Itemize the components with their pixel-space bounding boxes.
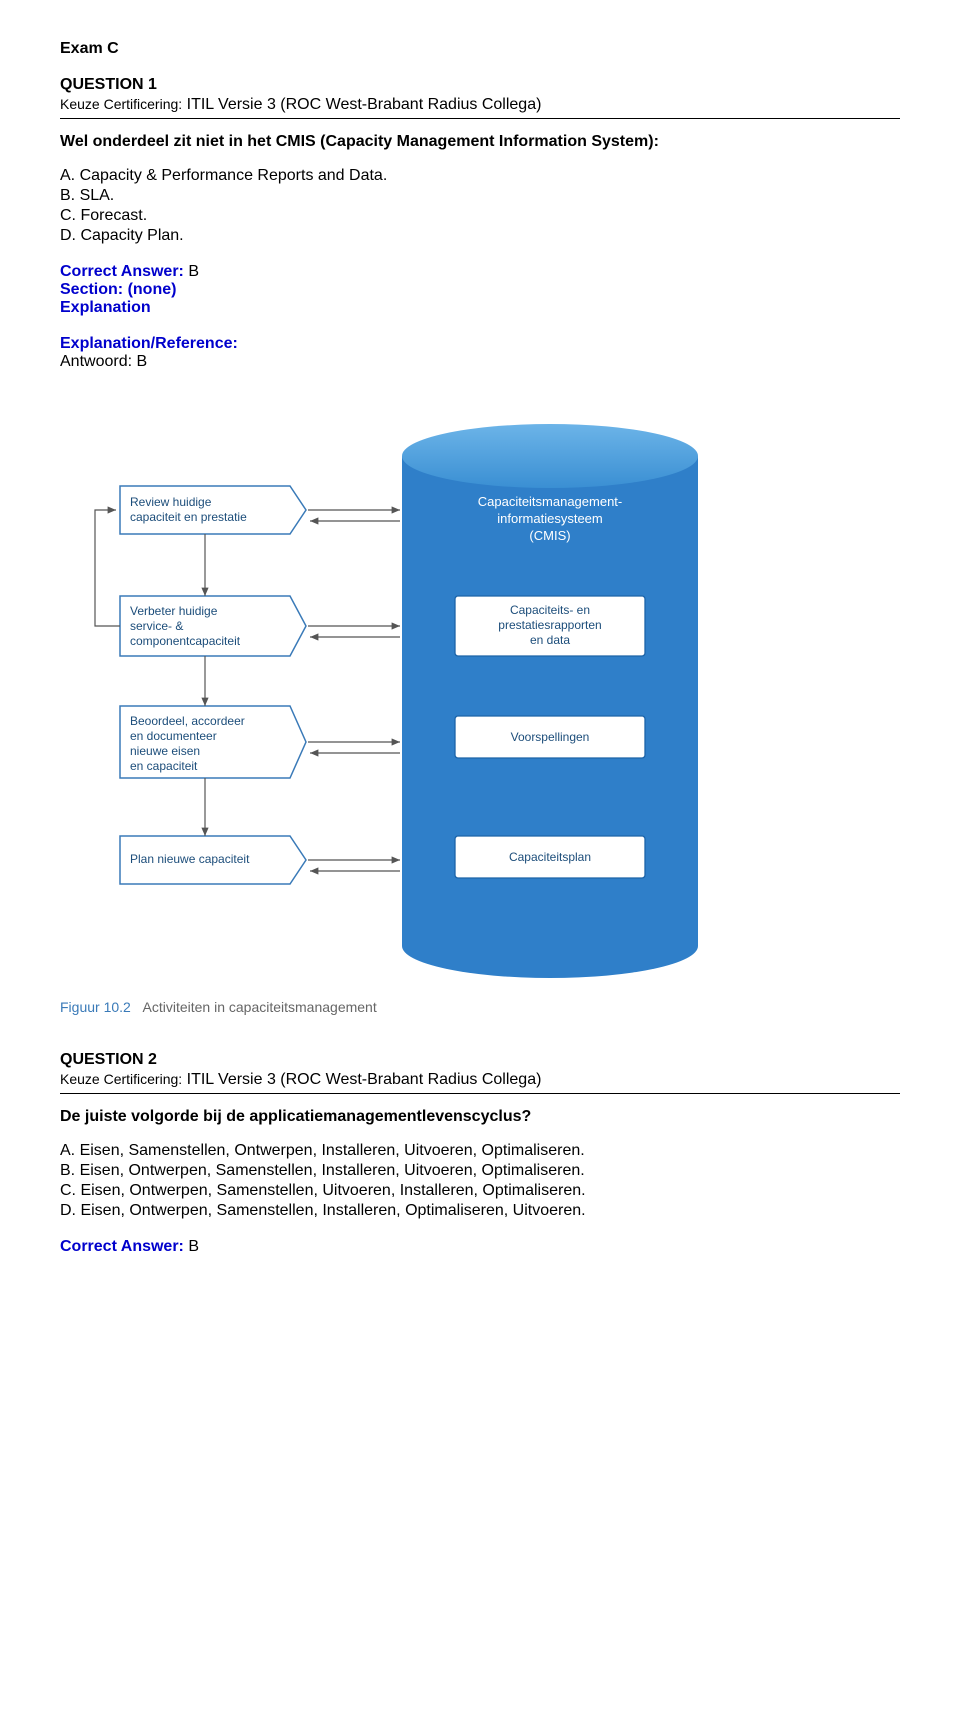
q1-answer-block: Correct Answer: B Section: (none) Explan… — [60, 263, 900, 371]
q2-answer-block: Correct Answer: B — [60, 1238, 900, 1256]
q2-options: A. Eisen, Samenstellen, Ontwerpen, Insta… — [60, 1142, 900, 1220]
q1-cert-value: ITIL Versie 3 (ROC West-Brabant Radius C… — [187, 96, 542, 113]
figure-caption: Figuur 10.2 Activiteiten in capaciteitsm… — [60, 999, 900, 1015]
process-box-2: Verbeter huidige service- & componentcap… — [120, 596, 306, 656]
figure-number: Figuur 10.2 — [60, 999, 131, 1015]
figure-caption-text: Activiteiten in capaciteitsmanagement — [143, 999, 377, 1015]
q2-divider — [60, 1093, 900, 1094]
q2-cert-line: Keuze Certificering: ITIL Versie 3 (ROC … — [60, 1071, 900, 1089]
q1-correct-answer-label: Correct Answer: — [60, 263, 184, 280]
exam-title: Exam C — [60, 40, 900, 58]
q1-option-a: A. Capacity & Performance Reports and Da… — [60, 167, 900, 185]
cylinder: Capaciteitsmanagement- informatiesysteem… — [402, 424, 698, 978]
cmis-diagram: Capaciteitsmanagement- informatiesysteem… — [60, 391, 900, 1015]
svg-text:componentcapaciteit: componentcapaciteit — [130, 634, 241, 648]
cylinder-title-line2: informatiesysteem — [497, 511, 602, 526]
svg-text:en capaciteit: en capaciteit — [130, 759, 198, 773]
svg-text:capaciteit en prestatie: capaciteit en prestatie — [130, 510, 247, 524]
q2-header: QUESTION 2 — [60, 1051, 900, 1069]
svg-text:Review huidige: Review huidige — [130, 495, 212, 509]
q2-correct-answer-value: B — [188, 1238, 199, 1255]
q1-header: QUESTION 1 — [60, 76, 900, 94]
q1-option-c: C. Forecast. — [60, 207, 900, 225]
svg-text:Beoordeel, accordeer: Beoordeel, accordeer — [130, 714, 245, 728]
q2-correct-answer-label: Correct Answer: — [60, 1238, 184, 1255]
process-box-4: Plan nieuwe capaciteit — [120, 836, 306, 884]
q1-cert-label: Keuze Certificering: — [60, 96, 182, 112]
q1-section-label: Section: (none) — [60, 281, 900, 299]
q1-correct-answer-value: B — [188, 263, 199, 280]
q1-option-d: D. Capacity Plan. — [60, 227, 900, 245]
q1-options: A. Capacity & Performance Reports and Da… — [60, 167, 900, 245]
svg-text:Plan nieuwe capaciteit: Plan nieuwe capaciteit — [130, 852, 250, 866]
svg-text:nieuwe eisen: nieuwe eisen — [130, 744, 200, 758]
q2-option-b: B. Eisen, Ontwerpen, Samenstellen, Insta… — [60, 1162, 900, 1180]
inner-box-2: Voorspellingen — [511, 730, 590, 744]
inner-box-1-l2: prestatiesrapporten — [498, 618, 601, 632]
q2-cert-label: Keuze Certificering: — [60, 1071, 182, 1087]
process-box-3: Beoordeel, accordeer en documenteer nieu… — [120, 706, 306, 778]
inner-box-1-l1: Capaciteits- en — [510, 603, 590, 617]
q2-stem: De juiste volgorde bij de applicatiemana… — [60, 1108, 900, 1126]
inner-box-1-l3: en data — [530, 633, 570, 647]
cylinder-title-line1: Capaciteitsmanagement- — [478, 494, 623, 509]
q1-option-b: B. SLA. — [60, 187, 900, 205]
q2-cert-value: ITIL Versie 3 (ROC West-Brabant Radius C… — [187, 1071, 542, 1088]
q2-option-d: D. Eisen, Ontwerpen, Samenstellen, Insta… — [60, 1202, 900, 1220]
cylinder-title-line3: (CMIS) — [529, 528, 570, 543]
q1-ref-text: Antwoord: B — [60, 353, 900, 371]
inner-box-3: Capaciteitsplan — [509, 850, 591, 864]
q1-explanation-label: Explanation — [60, 299, 900, 317]
q2-option-c: C. Eisen, Ontwerpen, Samenstellen, Uitvo… — [60, 1182, 900, 1200]
q2-option-a: A. Eisen, Samenstellen, Ontwerpen, Insta… — [60, 1142, 900, 1160]
svg-text:Verbeter huidige: Verbeter huidige — [130, 604, 218, 618]
process-box-1: Review huidige capaciteit en prestatie — [120, 486, 306, 534]
q1-stem: Wel onderdeel zit niet in het CMIS (Capa… — [60, 133, 900, 151]
q1-cert-line: Keuze Certificering: ITIL Versie 3 (ROC … — [60, 96, 900, 114]
svg-text:en documenteer: en documenteer — [130, 729, 217, 743]
q1-ref-label: Explanation/Reference: — [60, 335, 900, 353]
q1-divider — [60, 118, 900, 119]
svg-text:service- &: service- & — [130, 619, 183, 633]
